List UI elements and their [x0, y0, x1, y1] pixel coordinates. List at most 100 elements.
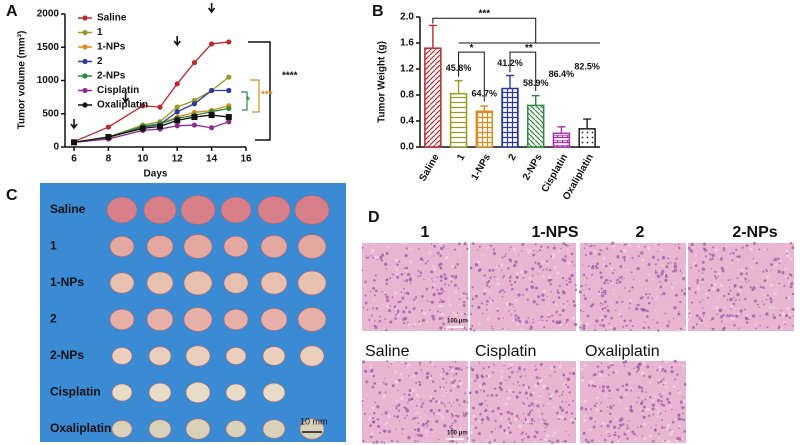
bar	[424, 47, 442, 148]
x-tick-label: 1-NPs	[469, 152, 493, 182]
tumor	[260, 235, 288, 258]
tumor	[223, 308, 249, 330]
bar	[552, 132, 571, 148]
tumor	[183, 270, 213, 296]
tumor	[109, 236, 135, 258]
significance: ***	[478, 8, 490, 19]
scale-label: 10 mm	[300, 416, 328, 426]
bracket	[241, 91, 248, 111]
marker	[157, 123, 163, 130]
row-label: Oxaliplatin	[50, 421, 111, 435]
x-tick-label: 10	[137, 154, 149, 165]
legend-label: 1	[97, 27, 103, 38]
tumor	[146, 271, 174, 295]
bar	[501, 87, 519, 148]
error-bar	[480, 105, 489, 112]
error-bar	[506, 74, 514, 89]
marker	[140, 103, 146, 109]
tumor	[146, 235, 174, 258]
legend-marker	[82, 102, 88, 108]
y-tick-label: 2.0	[400, 12, 414, 23]
panel-letter: A	[6, 3, 18, 20]
legend-marker	[82, 15, 88, 21]
tumor	[183, 234, 213, 259]
dose-arrow	[70, 119, 78, 130]
tumor	[299, 345, 325, 367]
marker	[174, 109, 180, 115]
scale-label: 100 μm	[447, 431, 468, 437]
tumor	[225, 347, 247, 365]
marker	[174, 81, 180, 87]
tumor	[148, 346, 172, 366]
tumor	[185, 345, 211, 367]
tumor	[183, 307, 213, 332]
tumor	[109, 272, 135, 294]
marker	[226, 87, 232, 94]
bar	[449, 92, 468, 148]
tumor	[223, 236, 249, 258]
error-bar	[557, 126, 566, 134]
row-label: 2	[50, 312, 57, 326]
marker	[174, 123, 180, 129]
y-tick-label: 1500	[37, 42, 60, 53]
x-tick-label: 8	[106, 154, 112, 165]
row-label: 1	[50, 239, 57, 253]
inhibition-label: 82.5%	[574, 61, 600, 71]
marker	[226, 39, 232, 45]
tumor	[262, 346, 286, 366]
significance: *	[246, 96, 250, 107]
tumor	[260, 308, 288, 331]
legend-marker	[82, 29, 88, 36]
x-tick-label: 1	[455, 152, 468, 163]
marker	[139, 125, 146, 132]
bracket	[432, 17, 537, 43]
y-tick-label: 0.8	[400, 90, 414, 101]
tumor	[257, 196, 291, 224]
bracket	[248, 41, 271, 141]
marker	[226, 119, 232, 125]
marker	[191, 114, 198, 121]
tumor	[297, 307, 327, 332]
row-label: 2-NPs	[50, 348, 84, 362]
legend-label: Cisplatin	[97, 85, 139, 96]
row-label: 1-NPs	[50, 275, 84, 289]
error-bar	[583, 118, 592, 129]
bar	[578, 128, 596, 148]
bar	[475, 110, 494, 148]
x-tick-label: 2-NPs	[521, 152, 545, 182]
tumor	[106, 196, 138, 224]
tumor	[297, 234, 327, 259]
row-label: Saline	[50, 202, 86, 216]
image-label: 1	[421, 224, 430, 241]
legend-label: Oxaliplatin	[97, 100, 148, 111]
y-tick-label: 0	[53, 142, 59, 153]
significance: ****	[282, 71, 298, 82]
y-axis-label: Tumor volume (mm³)	[17, 31, 28, 130]
y-tick-label: 2000	[37, 9, 60, 20]
tumor	[148, 382, 172, 403]
marker	[105, 124, 111, 130]
significance: *	[469, 43, 473, 54]
x-tick-label: 6	[71, 154, 77, 165]
marker	[209, 125, 215, 131]
tumor	[143, 196, 177, 224]
marker	[209, 87, 215, 94]
tumor	[260, 271, 288, 295]
marker	[191, 101, 197, 107]
error-bar	[428, 24, 437, 49]
bar	[526, 104, 545, 148]
legend-marker	[82, 44, 88, 50]
marker	[174, 117, 181, 124]
histology-image	[470, 243, 576, 331]
tumor	[297, 270, 327, 296]
y-tick-label: 500	[42, 108, 59, 119]
legend-marker	[82, 73, 88, 79]
tumor	[220, 196, 252, 224]
tumor	[262, 382, 286, 403]
panel-letter: C	[6, 187, 18, 204]
significance: **	[525, 43, 533, 54]
series-line	[73, 41, 229, 143]
error-bar	[454, 80, 463, 94]
tumor	[148, 419, 172, 439]
